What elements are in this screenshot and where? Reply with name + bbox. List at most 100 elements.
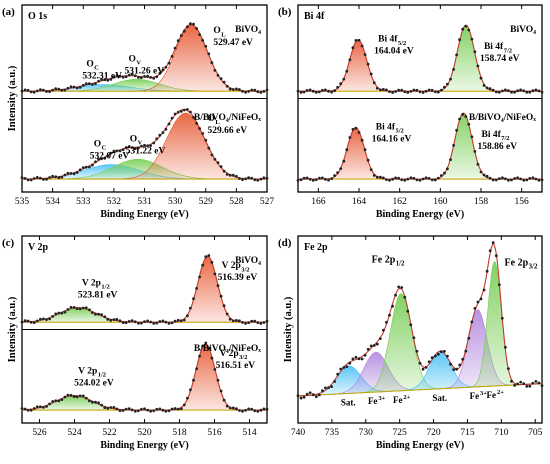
data-point <box>170 321 174 325</box>
data-point <box>158 320 162 323</box>
data-point <box>127 145 131 148</box>
peak-label: O <box>130 134 137 144</box>
data-point <box>127 73 131 77</box>
data-point <box>491 88 495 92</box>
data-point <box>497 283 501 287</box>
data-point <box>192 116 195 119</box>
data-point <box>394 90 397 93</box>
data-point <box>66 171 70 175</box>
data-point <box>170 407 174 411</box>
data-point <box>238 319 241 323</box>
data-point <box>158 407 162 411</box>
data-point <box>366 62 370 66</box>
y-axis-label: Intensity (a.u.) <box>7 65 18 131</box>
data-point <box>72 395 76 398</box>
data-point <box>186 314 189 318</box>
data-point <box>204 44 208 48</box>
data-point <box>222 304 226 308</box>
data-point <box>400 286 404 289</box>
data-point <box>100 403 103 407</box>
data-point <box>195 367 199 371</box>
data-point <box>75 307 79 310</box>
data-point <box>42 88 45 92</box>
peak-label-subscript: 7/2 <box>501 135 509 142</box>
data-point <box>488 87 492 91</box>
data-point <box>54 175 58 179</box>
data-point <box>213 368 217 371</box>
data-point <box>146 319 150 323</box>
data-point <box>513 384 516 387</box>
data-point <box>42 178 45 181</box>
sample-label: B/BiVO₄/NiFeOₓ <box>194 344 261 354</box>
peak-energy-label: 531.22 eV <box>126 146 166 156</box>
data-point <box>170 116 174 120</box>
data-point <box>403 178 407 182</box>
data-point <box>213 157 217 161</box>
data-point <box>20 407 24 410</box>
data-point <box>327 386 330 389</box>
data-point <box>311 393 315 397</box>
data-point <box>130 73 134 76</box>
data-point <box>415 178 419 182</box>
data-point <box>115 407 119 411</box>
data-point <box>195 287 199 290</box>
data-point <box>195 122 199 125</box>
peak-energy-label: 164.04 eV <box>374 47 414 57</box>
data-point <box>97 157 100 161</box>
data-point <box>440 174 443 177</box>
data-point <box>467 122 471 126</box>
data-point <box>265 319 269 323</box>
data-point <box>66 86 70 90</box>
data-point <box>103 315 107 319</box>
x-tick-label: 740 <box>291 428 306 438</box>
data-point <box>238 177 241 180</box>
data-point <box>418 178 422 182</box>
data-point <box>32 177 36 180</box>
peak-energy-label: 158.86 eV <box>478 142 518 152</box>
data-point <box>379 175 382 179</box>
data-point <box>201 344 205 348</box>
data-point <box>531 381 535 385</box>
x-axis-label: Binding Energy (eV) <box>376 209 464 220</box>
data-point <box>112 75 116 79</box>
data-point <box>336 171 339 175</box>
data-point <box>54 87 58 91</box>
data-point <box>488 249 492 253</box>
data-point <box>534 177 538 181</box>
data-point <box>461 27 465 31</box>
data-point <box>32 321 36 324</box>
x-tick-label: 158 <box>474 197 489 207</box>
data-point <box>333 89 336 93</box>
data-point <box>336 372 340 376</box>
data-point <box>164 409 168 413</box>
data-point <box>66 308 70 311</box>
data-point <box>519 88 522 92</box>
data-point <box>213 272 217 276</box>
data-point <box>235 319 238 322</box>
data-point <box>497 90 501 94</box>
data-point <box>26 89 30 92</box>
data-point <box>130 408 134 412</box>
data-point <box>342 77 346 81</box>
data-point <box>210 356 214 360</box>
data-point <box>385 320 388 324</box>
data-point <box>318 90 321 94</box>
data-point <box>265 176 269 180</box>
x-tick-label: 514 <box>242 428 257 438</box>
peak-energy-label: 532.31 eV <box>82 72 122 82</box>
component-label: Fe 3+ <box>470 390 488 401</box>
data-point <box>473 150 477 153</box>
data-point <box>327 89 330 93</box>
data-point <box>494 90 498 94</box>
data-point <box>525 90 529 94</box>
peak-label-subscript: V <box>138 139 143 146</box>
data-point <box>253 409 257 413</box>
data-point <box>464 24 468 28</box>
data-point <box>357 357 361 361</box>
data-point <box>403 90 407 94</box>
doublet-label: Fe 2p <box>505 257 529 268</box>
data-point <box>124 75 128 79</box>
data-point <box>354 355 358 359</box>
